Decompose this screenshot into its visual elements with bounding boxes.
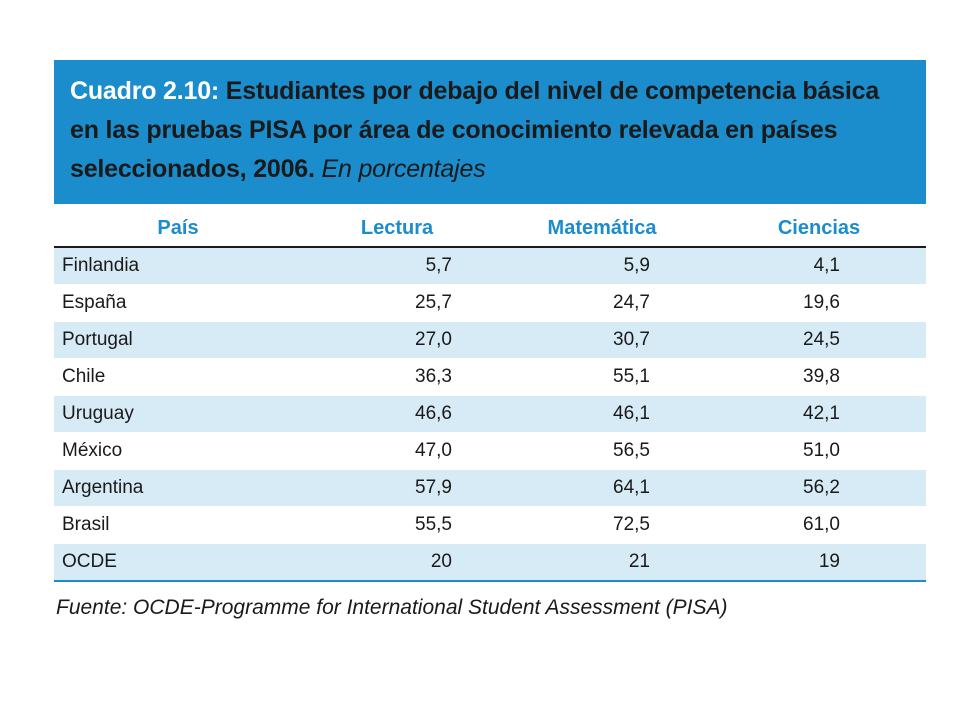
table-row: Brasil 55,5 72,5 61,0 <box>54 506 926 544</box>
cell-country: Portugal <box>54 321 302 359</box>
table-unit: En porcentajes <box>321 155 486 183</box>
cell-math: 21 <box>492 543 712 582</box>
cell-reading: 57,9 <box>302 469 492 507</box>
pisa-table: País Lectura Matemática Ciencias Finland… <box>54 210 926 582</box>
source-note: Fuente: OCDE-Programme for International… <box>56 596 728 619</box>
cell-reading: 25,7 <box>302 284 492 322</box>
cell-reading: 20 <box>302 543 492 582</box>
table-title: Cuadro 2.10: Estudiantes por debajo del … <box>70 72 906 189</box>
cell-reading: 5,7 <box>302 247 492 285</box>
header-science: Ciencias <box>712 210 926 248</box>
cell-math: 64,1 <box>492 469 712 507</box>
header-math: Matemática <box>492 210 712 248</box>
cell-reading: 55,5 <box>302 506 492 544</box>
cell-science: 4,1 <box>712 247 926 285</box>
table-row: OCDE 20 21 19 <box>54 543 926 582</box>
table-row: Uruguay 46,6 46,1 42,1 <box>54 395 926 433</box>
cell-science: 39,8 <box>712 358 926 396</box>
cell-math: 56,5 <box>492 432 712 470</box>
cell-country: España <box>54 284 302 322</box>
table-row: Chile 36,3 55,1 39,8 <box>54 358 926 396</box>
cell-reading: 47,0 <box>302 432 492 470</box>
table-row: Argentina 57,9 64,1 56,2 <box>54 469 926 507</box>
cell-science: 56,2 <box>712 469 926 507</box>
table-title-text: Estudiantes por debajo del nivel de comp… <box>70 77 880 183</box>
title-banner: Cuadro 2.10: Estudiantes por debajo del … <box>54 60 926 204</box>
cell-science: 61,0 <box>712 506 926 544</box>
cell-science: 51,0 <box>712 432 926 470</box>
table-number: Cuadro 2.10: <box>70 77 220 105</box>
table-body: Finlandia 5,7 5,9 4,1 España 25,7 24,7 1… <box>54 247 926 582</box>
cell-country: Finlandia <box>54 247 302 285</box>
cell-math: 30,7 <box>492 321 712 359</box>
cell-math: 5,9 <box>492 247 712 285</box>
header-country: País <box>54 210 302 248</box>
cell-math: 46,1 <box>492 395 712 433</box>
cell-science: 19 <box>712 543 926 582</box>
cell-math: 55,1 <box>492 358 712 396</box>
cell-reading: 36,3 <box>302 358 492 396</box>
cell-country: Chile <box>54 358 302 396</box>
cell-math: 24,7 <box>492 284 712 322</box>
table-header: País Lectura Matemática Ciencias <box>54 210 926 248</box>
cell-country: México <box>54 432 302 470</box>
cell-reading: 46,6 <box>302 395 492 433</box>
cell-reading: 27,0 <box>302 321 492 359</box>
table-row: Finlandia 5,7 5,9 4,1 <box>54 247 926 285</box>
cell-country: Argentina <box>54 469 302 507</box>
table-row: México 47,0 56,5 51,0 <box>54 432 926 470</box>
cell-science: 42,1 <box>712 395 926 433</box>
table-row: España 25,7 24,7 19,6 <box>54 284 926 322</box>
cell-country: OCDE <box>54 543 302 582</box>
header-reading: Lectura <box>302 210 492 248</box>
cell-science: 19,6 <box>712 284 926 322</box>
cell-science: 24,5 <box>712 321 926 359</box>
cell-math: 72,5 <box>492 506 712 544</box>
table-row: Portugal 27,0 30,7 24,5 <box>54 321 926 359</box>
cell-country: Brasil <box>54 506 302 544</box>
header-row: País Lectura Matemática Ciencias <box>54 210 926 248</box>
cell-country: Uruguay <box>54 395 302 433</box>
